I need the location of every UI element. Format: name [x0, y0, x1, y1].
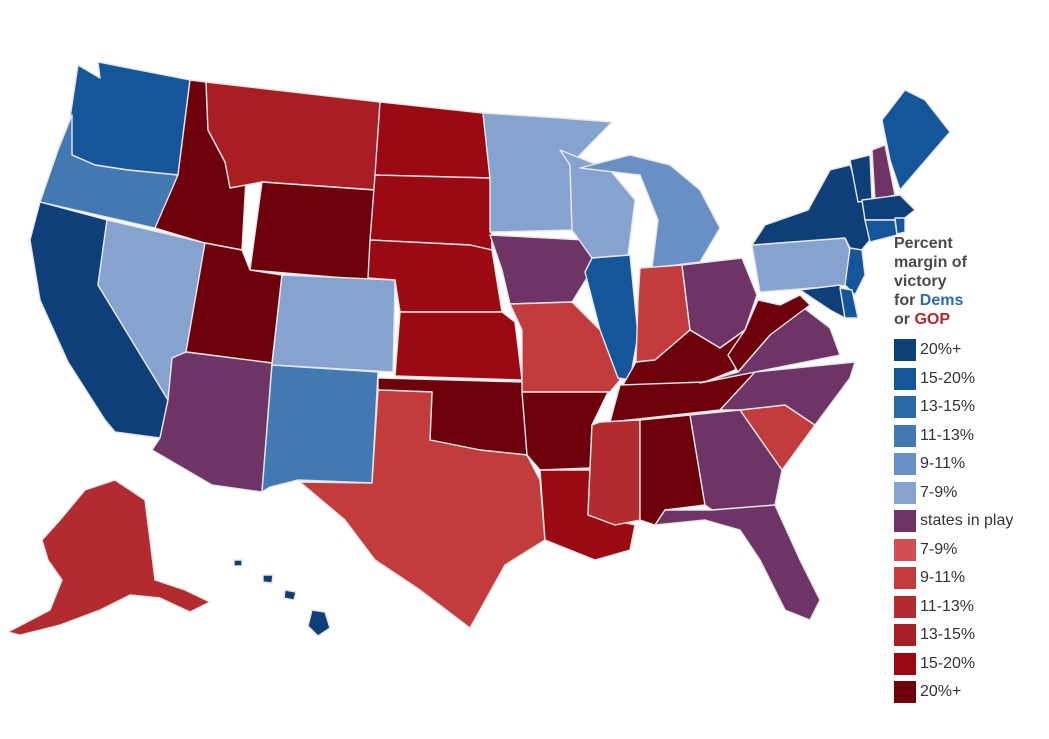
legend-title-line-5: or GOP — [894, 310, 1044, 329]
state-hawaii-island-3[interactable] — [262, 574, 274, 584]
state-rhode-island[interactable] — [894, 217, 906, 235]
legend-title-line-4: for Dems — [894, 291, 1044, 310]
legend-swatch — [894, 595, 916, 618]
state-delaware[interactable] — [839, 287, 859, 319]
legend-item: 15-20% — [894, 652, 1044, 675]
legend-item: 13-15% — [894, 624, 1044, 646]
legend-title-line-3: victory — [894, 273, 947, 290]
legend-label: 20%+ — [920, 683, 962, 700]
legend-label: 11-13% — [920, 597, 974, 615]
legend-label: 20%+ — [920, 341, 962, 358]
legend-swatch — [894, 367, 916, 390]
legend-item: 9-11% — [894, 567, 1044, 589]
legend-item: 11-13% — [894, 595, 1044, 618]
state-pennsylvania[interactable] — [751, 237, 856, 293]
state-south-dakota[interactable] — [369, 174, 493, 251]
legend-label: 15-20% — [920, 654, 976, 672]
legend-swatch — [894, 567, 916, 589]
legend-label: 7-9% — [920, 483, 958, 501]
legend-swatch — [894, 424, 916, 447]
state-texas[interactable] — [299, 389, 546, 629]
state-massachusetts[interactable] — [861, 194, 916, 221]
legend-swatch — [894, 481, 916, 504]
state-hawaii[interactable] — [307, 609, 331, 637]
legend-title-line-1: Percent — [894, 235, 953, 252]
legend-swatch — [894, 538, 916, 561]
legend-swatch — [894, 396, 916, 418]
legend-or-word: or — [894, 311, 910, 328]
legend-item: 15-20% — [894, 367, 1044, 390]
state-north-dakota[interactable] — [374, 101, 491, 179]
state-new-mexico[interactable] — [261, 364, 379, 493]
legend-item: 7-9% — [894, 481, 1044, 504]
state-new-jersey[interactable] — [844, 247, 866, 296]
legend-swatch — [894, 510, 916, 532]
legend-label: 13-15% — [920, 398, 976, 415]
legend-swatch — [894, 339, 916, 361]
state-wyoming[interactable] — [249, 181, 376, 281]
legend-title-line-2: margin of — [894, 254, 967, 271]
state-iowa[interactable] — [489, 234, 596, 305]
legend-label: 11-13% — [920, 426, 974, 444]
state-illinois[interactable] — [584, 254, 639, 381]
state-washington[interactable] — [69, 61, 191, 176]
state-mississippi[interactable] — [587, 419, 641, 526]
legend-label: 9-11% — [920, 569, 966, 586]
legend: Percent margin of victory for Dems or GO… — [894, 234, 1044, 710]
state-connecticut[interactable] — [864, 219, 898, 243]
legend-item: 11-13% — [894, 424, 1044, 447]
legend-swatch — [894, 453, 916, 475]
legend-gop-word: GOP — [914, 311, 951, 328]
legend-dems-word: Dems — [919, 292, 964, 309]
legend-label: 15-20% — [920, 369, 976, 387]
legend-item: 13-15% — [894, 396, 1044, 418]
legend-item: 20%+ — [894, 339, 1044, 361]
state-north-carolina[interactable] — [719, 361, 856, 426]
legend-label: states in play — [920, 512, 1014, 529]
state-arizona[interactable] — [151, 351, 273, 493]
legend-label: 9-11% — [920, 455, 966, 472]
legend-item: states in play — [894, 510, 1044, 532]
state-alaska[interactable] — [7, 479, 211, 636]
state-hawaii-island-4[interactable] — [233, 559, 243, 567]
state-maine[interactable] — [881, 89, 951, 191]
legend-swatch — [894, 652, 916, 675]
state-colorado[interactable] — [271, 274, 396, 373]
legend-label: 7-9% — [920, 540, 958, 558]
legend-item: 7-9% — [894, 538, 1044, 561]
legend-items: 20%+ 15-20% 13-15% 11-13% 9-11% 7-9% states in… — [894, 339, 1044, 703]
state-florida[interactable] — [654, 504, 821, 621]
legend-item: 9-11% — [894, 453, 1044, 475]
legend-swatch — [894, 624, 916, 646]
legend-title: Percent margin of victory for Dems or GO… — [894, 234, 1044, 329]
state-west-virginia[interactable] — [727, 294, 811, 373]
legend-item: 20%+ — [894, 681, 1044, 703]
state-michigan[interactable] — [579, 154, 721, 269]
legend-label: 13-15% — [920, 626, 976, 643]
state-hawaii-island-2[interactable] — [283, 589, 297, 601]
legend-for-word: for — [894, 292, 916, 309]
state-kansas[interactable] — [394, 311, 523, 381]
state-missouri[interactable] — [509, 301, 621, 393]
state-montana[interactable] — [205, 81, 381, 191]
legend-swatch — [894, 681, 916, 703]
